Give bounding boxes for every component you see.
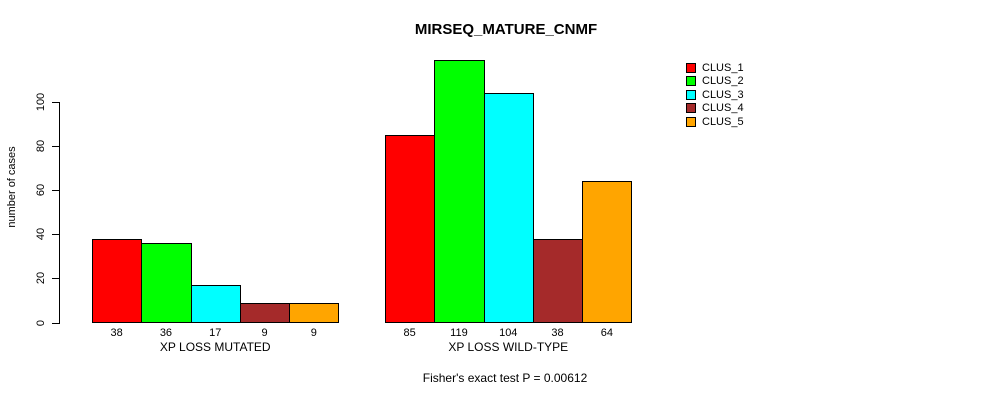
chart-title: MIRSEQ_MATURE_CNMF [414, 21, 598, 38]
legend-item-clus_1: CLUS_1 [686, 61, 744, 74]
bar-clus_5-group1 [289, 302, 340, 324]
y-axis-tick-label: 60 [35, 183, 47, 197]
legend-label: CLUS_4 [702, 102, 744, 114]
bar-value-label: 104 [499, 327, 518, 339]
legend-item-clus_3: CLUS_3 [686, 88, 744, 101]
fisher-test-caption: Fisher's exact test P = 0.00612 [422, 371, 588, 385]
legend-item-clus_4: CLUS_4 [686, 102, 744, 115]
bar-clus_4-group1 [239, 302, 291, 324]
legend: CLUS_1 CLUS_2 CLUS_3 CLUS_4 CLUS_5 [686, 61, 744, 129]
y-axis-line [59, 101, 60, 324]
legend-swatch-clus_1 [686, 62, 696, 73]
category-label: XP LOSS MUTATED [159, 340, 271, 354]
bar-clus_2-group1 [141, 242, 192, 324]
y-axis-tick [52, 145, 59, 147]
bar-clus_5-group2 [582, 181, 633, 324]
legend-label: CLUS_3 [702, 88, 744, 101]
bar-value-label: 9 [310, 327, 317, 339]
y-axis-tick-label: 40 [35, 227, 47, 241]
y-axis-tick-label: 80 [35, 139, 47, 152]
y-axis-tick [52, 234, 59, 236]
legend-item-clus_2: CLUS_2 [686, 75, 744, 88]
y-axis-tick [52, 278, 59, 280]
bar-value-label: 64 [600, 327, 613, 339]
bar-value-label: 85 [403, 327, 416, 339]
legend-swatch-clus_2 [686, 76, 696, 86]
bar-clus_1-group2 [385, 134, 436, 324]
y-axis-tick [52, 101, 59, 103]
legend-swatch-clus_3 [686, 89, 696, 100]
bar-clus_4-group2 [532, 238, 584, 324]
y-axis-tick-label: 20 [35, 272, 47, 285]
bar-value-label: 38 [110, 327, 123, 339]
bar-clus_3-group2 [483, 92, 534, 324]
legend-label: CLUS_1 [702, 61, 744, 74]
legend-swatch-clus_4 [686, 103, 696, 113]
bar-clus_3-group1 [190, 284, 241, 324]
bar-clus_1-group1 [92, 238, 143, 324]
legend-label: CLUS_2 [702, 75, 744, 87]
y-axis-tick [52, 189, 59, 191]
bar-value-label: 38 [551, 327, 564, 339]
bar-value-label: 17 [209, 327, 222, 339]
legend-label: CLUS_5 [702, 115, 744, 128]
y-axis-tick-label: 100 [35, 92, 47, 111]
bar-value-label: 36 [159, 327, 173, 339]
legend-item-clus_5: CLUS_5 [686, 115, 744, 128]
y-axis-label: number of cases [6, 146, 18, 228]
bar-value-label: 9 [261, 327, 268, 339]
legend-swatch-clus_5 [686, 116, 696, 127]
bar-clus_2-group2 [434, 59, 485, 324]
category-label: XP LOSS WILD-TYPE [448, 340, 569, 354]
y-axis-tick [52, 322, 59, 324]
y-axis-tick-label: 0 [35, 319, 47, 326]
bar-value-label: 119 [450, 327, 468, 339]
